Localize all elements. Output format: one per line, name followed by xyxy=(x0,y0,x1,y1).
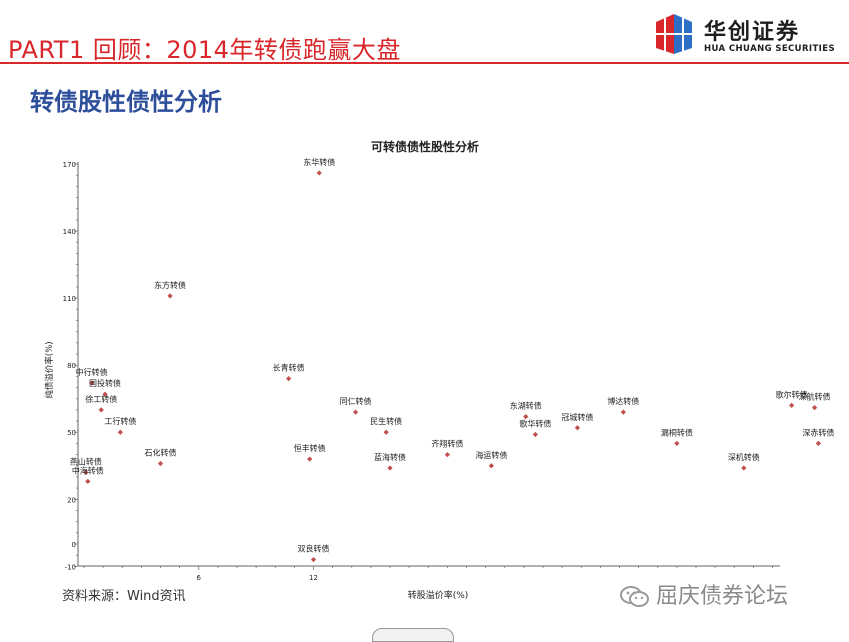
point-label: 齐翔转债 xyxy=(431,439,463,449)
source-note: 资料来源：Wind资讯 xyxy=(62,589,186,604)
scatter-point xyxy=(102,391,108,397)
y-tick-label: 50 xyxy=(67,429,76,437)
point-label: 民生转债 xyxy=(370,416,402,426)
point-label: 工行转债 xyxy=(104,416,136,426)
scatter-point xyxy=(387,465,393,471)
header-divider xyxy=(0,62,849,64)
scatter-point xyxy=(674,440,680,447)
scatter-point xyxy=(310,557,317,563)
point-label: 深航转债 xyxy=(799,392,831,402)
scatter-point xyxy=(811,405,818,411)
x-tick-label: 6 xyxy=(197,574,202,582)
scatter-point xyxy=(83,469,89,476)
slide-nav-tab[interactable] xyxy=(372,628,454,642)
point-label: 长青转债 xyxy=(273,363,305,373)
point-label: 博达转债 xyxy=(607,396,639,406)
watermark: 屈庆债券论坛 xyxy=(620,578,788,610)
logo-name-cn: 华创证券 xyxy=(704,20,801,45)
scatter-point xyxy=(352,409,359,415)
scatter-point xyxy=(789,402,795,409)
point-label: 双良转债 xyxy=(298,544,330,554)
scatter-point xyxy=(574,425,581,431)
scatter-point xyxy=(620,409,626,415)
y-tick-label: 20 xyxy=(67,496,76,504)
page-header-title: PART1 回顾：2014年转债跑赢大盘 xyxy=(8,36,401,64)
point-label: 东方转债 xyxy=(154,280,186,290)
scatter-point xyxy=(307,456,313,462)
point-label: 海运转债 xyxy=(475,450,507,460)
point-label: 中海转债 xyxy=(72,465,104,475)
point-label: 歌华转债 xyxy=(519,418,551,428)
scatter-point xyxy=(488,463,494,469)
scatter-point xyxy=(741,465,747,471)
point-label: 石化转债 xyxy=(145,448,177,458)
watermark-text: 屈庆债券论坛 xyxy=(656,584,789,609)
scatter-point xyxy=(117,429,123,435)
point-label: 国投转债 xyxy=(89,378,121,388)
scatter-point xyxy=(316,170,322,176)
scatter-point xyxy=(157,460,164,467)
chart-title: 可转债债性股性分析 xyxy=(371,139,479,154)
y-tick-label: 0 xyxy=(72,541,76,549)
point-label: 徐工转债 xyxy=(85,394,117,404)
point-label: 中行转债 xyxy=(76,367,108,377)
x-axis-label: 转股溢价率(%) xyxy=(408,589,469,601)
scatter-point xyxy=(286,375,292,382)
point-label: 歌尔转债 xyxy=(776,389,808,399)
logo-name-en: HUA CHUANG SECURITIES xyxy=(704,44,835,54)
point-label: 深赤转债 xyxy=(802,427,834,437)
y-axis-label: 纯债溢价率(%) xyxy=(44,341,55,398)
point-label: 蓝海转债 xyxy=(374,452,406,462)
scatter-point xyxy=(523,413,529,420)
scatter-point xyxy=(89,380,95,386)
scatter-point xyxy=(444,451,450,458)
point-label: 漏桐转债 xyxy=(661,427,693,437)
point-label: 深机转债 xyxy=(728,452,760,462)
point-label: 东湖转债 xyxy=(510,401,542,411)
scatter-point xyxy=(532,431,538,438)
scatter-point xyxy=(167,293,173,299)
point-label: 冠城转债 xyxy=(561,412,593,422)
company-logo: 华创证券 HUA CHUANG SECURITIES xyxy=(652,12,842,60)
y-tick-label: 170 xyxy=(63,161,76,169)
scatter-point xyxy=(815,440,821,447)
point-label: 东华转债 xyxy=(303,157,335,167)
logo-mark-icon xyxy=(656,14,692,54)
y-tick-label: 110 xyxy=(63,295,76,303)
y-tick-label: 80 xyxy=(67,362,76,370)
scatter-point xyxy=(85,478,91,485)
scatter-point xyxy=(98,407,104,413)
y-tick-label: -10 xyxy=(65,563,76,571)
y-tick-label: 140 xyxy=(63,228,76,236)
scatter-point xyxy=(383,429,389,435)
wechat-icon xyxy=(620,586,649,607)
point-label: 恒丰转债 xyxy=(294,443,326,453)
section-title: 转债股性债性分析 xyxy=(30,88,222,116)
x-tick-label: 12 xyxy=(309,574,318,582)
point-label: 燕山转债 xyxy=(70,456,102,466)
point-label: 同仁转债 xyxy=(340,396,372,406)
